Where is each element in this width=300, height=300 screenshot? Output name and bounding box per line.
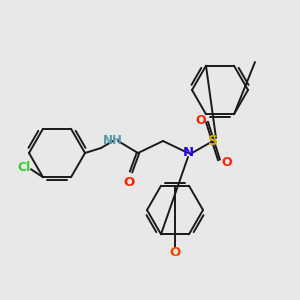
Text: Cl: Cl [17, 161, 31, 174]
Text: O: O [169, 245, 181, 259]
Text: NH: NH [103, 134, 123, 148]
Text: N: N [182, 146, 194, 160]
Text: O: O [196, 115, 206, 128]
Text: O: O [123, 176, 135, 188]
Text: S: S [208, 134, 218, 148]
Text: O: O [222, 155, 232, 169]
